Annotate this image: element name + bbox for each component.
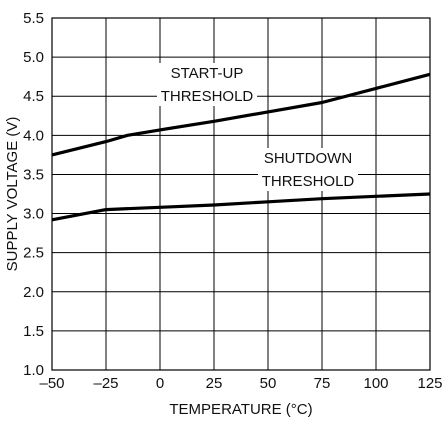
x-tick-label: –25 bbox=[93, 375, 118, 392]
x-tick-label: 0 bbox=[156, 375, 164, 392]
annotation-background bbox=[258, 148, 358, 191]
y-tick-label: 3.5 bbox=[23, 166, 44, 183]
series-annotation-label: THRESHOLD bbox=[161, 88, 254, 105]
x-tick-label: 50 bbox=[260, 375, 277, 392]
series-line-shutdown-threshold bbox=[51, 192, 431, 222]
x-axis-title: TEMPERATURE (°C) bbox=[169, 401, 312, 418]
series-line-startup-threshold bbox=[51, 72, 431, 157]
annotation-background bbox=[157, 63, 257, 106]
series-annotation-label: SHUTDOWN bbox=[264, 150, 352, 167]
y-axis-title: SUPPLY VOLTAGE (V) bbox=[4, 117, 21, 272]
series-annotation-label: START-UP bbox=[171, 65, 244, 82]
y-tick-label: 5.0 bbox=[23, 49, 44, 66]
x-tick-label: 25 bbox=[206, 375, 223, 392]
y-tick-label: 3.0 bbox=[23, 206, 44, 223]
y-tick-label: 2.0 bbox=[23, 284, 44, 301]
x-tick-label: 125 bbox=[417, 375, 442, 392]
y-tick-label: 4.0 bbox=[23, 127, 44, 144]
x-tick-label: 100 bbox=[363, 375, 388, 392]
y-tick-label: 1.0 bbox=[23, 362, 44, 379]
y-tick-label: 2.5 bbox=[23, 245, 44, 262]
x-tick-label: –50 bbox=[39, 375, 64, 392]
y-tick-label: 4.5 bbox=[23, 88, 44, 105]
y-tick-label: 5.5 bbox=[23, 10, 44, 27]
y-tick-label: 1.5 bbox=[23, 323, 44, 340]
series-annotation-label: THRESHOLD bbox=[262, 173, 355, 190]
x-tick-label: 75 bbox=[314, 375, 331, 392]
